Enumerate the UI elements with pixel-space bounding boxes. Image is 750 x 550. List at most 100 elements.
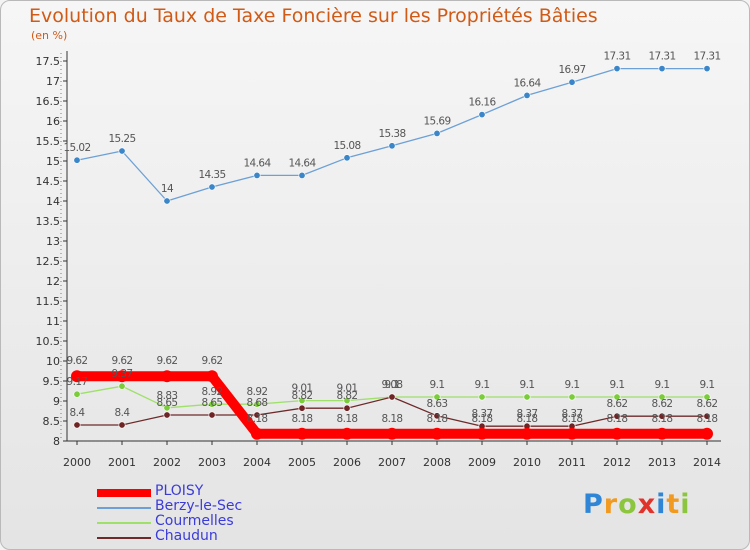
data-point-ploisy [521,427,533,440]
data-point-courmelles [568,393,576,401]
x-tick-label: 2001 [108,456,136,469]
x-tick-label: 2013 [648,456,676,469]
data-point-ploisy [701,427,713,440]
data-point-courmelles [523,393,531,401]
data-point-chaudun [298,404,306,412]
data-point-chaudun [658,412,666,420]
data-label-berzy-le-sec: 15.25 [108,133,135,145]
data-label-courmelles: 9.17 [67,376,88,388]
data-label-berzy-le-sec: 14 [161,183,174,195]
data-label-courmelles: 9.01 [337,383,358,395]
y-tick-label: 10 [46,355,60,368]
data-point-chaudun [118,421,126,429]
logo-letter: t [666,489,681,520]
y-tick-label: 16.5 [36,95,61,108]
data-point-courmelles [73,390,81,398]
data-point-berzy-le-sec [568,78,576,86]
y-tick-label: 12 [46,275,60,288]
data-label-ploisy: 8.18 [337,413,358,425]
data-label-courmelles: 9.01 [292,383,313,395]
data-label-berzy-le-sec: 15.02 [63,142,90,154]
data-label-berzy-le-sec: 15.38 [378,128,405,140]
data-point-chaudun [343,404,351,412]
data-point-ploisy [341,427,353,440]
data-point-ploisy [386,427,398,440]
data-point-chaudun [433,412,441,420]
y-tick-label: 13.5 [36,215,61,228]
data-label-ploisy: 8.18 [517,413,538,425]
data-label-courmelles: 8.92 [202,386,223,398]
data-label-chaudun: 8.62 [652,398,673,410]
data-point-ploisy [566,427,578,440]
y-tick-label: 10.5 [36,335,61,348]
x-tick-label: 2006 [333,456,361,469]
legend-swatch [97,522,151,524]
data-point-berzy-le-sec [298,171,306,179]
data-point-ploisy [476,427,488,440]
data-label-ploisy: 8.18 [247,413,268,425]
data-point-berzy-le-sec [343,154,351,162]
data-point-ploisy [656,427,668,440]
y-tick-label: 12.5 [36,255,61,268]
y-tick-label: 17 [46,75,60,88]
data-label-chaudun: 8.82 [292,390,313,402]
y-tick-label: 17.5 [36,55,61,68]
chart-unit-label: (en %) [31,29,68,42]
data-point-berzy-le-sec [703,65,711,73]
data-point-ploisy [161,370,173,383]
data-label-ploisy: 9.62 [157,355,178,367]
series-layer [71,65,713,440]
data-point-berzy-le-sec [118,147,126,155]
y-tick-label: 9.5 [43,375,61,388]
axes: 8 8.5 9 9.5 10 10.5 11 11.5 12 12.5 13 13.5 14 14.5 15… [36,51,721,469]
y-tick-label: 15 [46,155,60,168]
data-label-chaudun: 8.4 [70,407,86,419]
legend-label: Courmelles [155,513,234,529]
data-label-ploisy: 9.62 [112,355,133,367]
chart-title: Evolution du Taux de Taxe Foncière sur l… [29,5,598,27]
proxiti-logo: Proxiti [583,489,691,520]
data-label-chaudun: 8.68 [247,397,268,409]
data-label-berzy-le-sec: 15.08 [333,140,360,152]
x-tick-label: 2002 [153,456,181,469]
data-label-chaudun: 8.37 [472,408,493,420]
data-label-ploisy: 8.18 [472,413,493,425]
logo-letter: i [680,489,691,520]
data-label-courmelles: 9.1 [565,379,580,391]
data-point-ploisy [296,427,308,440]
data-label-ploisy: 8.18 [607,413,628,425]
data-point-ploisy [251,427,263,440]
x-tick-label: 2003 [198,456,226,469]
data-point-berzy-le-sec [523,91,531,99]
y-tick-label: 14 [46,195,60,208]
logo-letter: P [583,489,604,520]
x-tick-label: 2000 [63,456,91,469]
data-point-berzy-le-sec [208,183,216,191]
y-tick-label: 13 [46,235,60,248]
data-label-chaudun: 8.37 [517,408,538,420]
data-point-chaudun [253,411,261,419]
data-point-courmelles [478,393,486,401]
y-tick-label: 9 [53,395,60,408]
data-label-berzy-le-sec: 14.35 [198,169,225,181]
data-label-chaudun: 8.65 [157,397,178,409]
x-tick-label: 2005 [288,456,316,469]
data-label-chaudun: 8.62 [607,398,628,410]
data-point-courmelles [208,400,216,408]
data-point-berzy-le-sec [163,197,171,205]
data-label-berzy-le-sec: 14.64 [288,157,316,169]
data-point-courmelles [658,393,666,401]
data-label-berzy-le-sec: 17.31 [648,51,675,63]
data-label-ploisy: 8.18 [292,413,313,425]
data-point-ploisy [71,370,83,383]
legend-swatch [97,537,151,539]
legend-label: Chaudun [155,528,218,544]
y-tick-label: 8 [53,435,60,448]
data-point-chaudun [388,393,396,401]
y-tick-label: 8.5 [43,415,61,428]
data-label-courmelles: 8.83 [157,390,178,402]
data-point-chaudun [703,412,711,420]
data-point-ploisy [611,427,623,440]
